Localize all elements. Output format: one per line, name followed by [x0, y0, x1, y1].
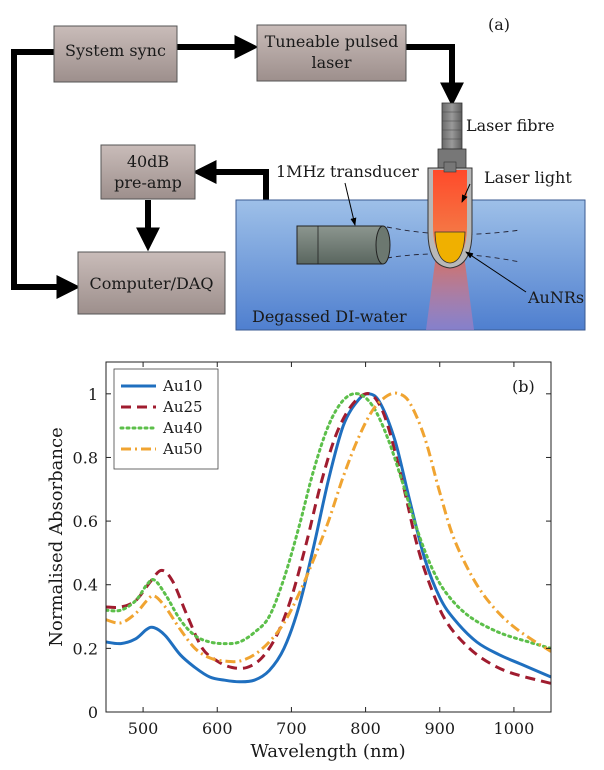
plot-frame [105, 361, 552, 713]
laser-light-pointer [461, 183, 471, 203]
transducer-label: 1MHz transducer [276, 162, 419, 181]
system-sync-label: System sync [65, 41, 166, 60]
panel-b: 500 600 700 800 900 1000 0 0.2 0.4 0.6 0.8 1 Wavel… [46, 361, 552, 762]
legend: Au10 Au25 Au40 Au50 [113, 368, 219, 470]
y-tick-label: 0.6 [73, 512, 98, 531]
y-axis-label: Normalised Absorbance [46, 427, 67, 646]
computer-box: Computer/DAQ [77, 251, 226, 315]
y-axis-ticks: 0 0.2 0.4 0.6 0.8 1 [73, 385, 551, 722]
series-line-au25 [106, 392, 551, 685]
series-line-au50 [106, 391, 551, 664]
x-tick-label: 500 [128, 719, 159, 738]
laser-fibre-label: Laser fibre [466, 116, 555, 135]
legend-label-au25: Au25 [162, 398, 203, 416]
y-tick-label: 0.8 [73, 448, 98, 467]
x-tick-label: 600 [202, 719, 233, 738]
series-line-au40 [106, 392, 551, 650]
system-sync-box: System sync [53, 25, 178, 83]
laser-light-label: Laser light [484, 168, 572, 187]
preamp-box: 40dB pre-amp [100, 144, 196, 200]
laser-fibre [437, 102, 467, 170]
laser-box: Tuneable pulsed laser [256, 24, 407, 82]
panel-a: (a) System sync Tuneable pulsed laser 40… [11, 15, 586, 331]
laser-label-line1: Tuneable pulsed [265, 32, 399, 51]
water-label: Degassed DI-water [252, 307, 407, 326]
laser-label-line2: laser [312, 53, 352, 72]
y-tick-label: 1 [88, 385, 98, 404]
water-tank [235, 199, 586, 331]
curves [106, 391, 551, 685]
legend-label-au10: Au10 [162, 377, 203, 395]
legend-label-au40: Au40 [162, 419, 203, 437]
x-axis-ticks: 500 600 700 800 900 1000 [128, 362, 534, 738]
transducer-pointer [344, 182, 357, 226]
x-axis-label: Wavelength (nm) [250, 741, 405, 762]
aunrs-pointer [465, 251, 527, 293]
panel-a-label: (a) [488, 15, 510, 34]
panel-b-label: (b) [512, 377, 535, 396]
aunrs-label: AuNRs [527, 288, 584, 307]
sample-holder [427, 161, 473, 269]
x-tick-label: 900 [424, 719, 455, 738]
preamp-label-line1: 40dB [127, 152, 169, 171]
y-tick-label: 0 [88, 703, 98, 722]
aunrs-sample [434, 231, 466, 264]
transducer [296, 225, 391, 265]
sync-to-computer-arrow [11, 49, 81, 299]
x-tick-label: 1000 [494, 719, 535, 738]
preamp-label-line2: pre-amp [114, 173, 182, 192]
y-tick-label: 0.4 [73, 576, 98, 595]
legend-label-au50: Au50 [162, 440, 203, 458]
laser-to-fibre-arrow [406, 44, 464, 107]
computer-label: Computer/DAQ [89, 274, 213, 293]
x-tick-label: 700 [276, 719, 307, 738]
y-tick-label: 0.2 [73, 639, 98, 658]
x-tick-label: 800 [350, 719, 381, 738]
